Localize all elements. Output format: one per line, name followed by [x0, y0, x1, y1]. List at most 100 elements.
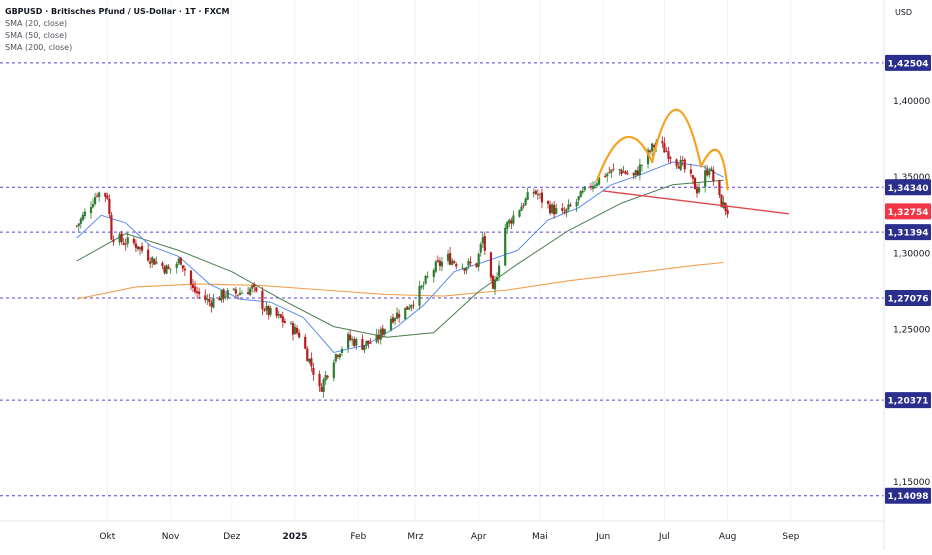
candle[interactable] — [449, 246, 452, 266]
candle[interactable] — [412, 300, 415, 310]
level-price-tag[interactable]: 1,42504 — [885, 54, 931, 71]
level-price-tag[interactable]: 1,14098 — [885, 487, 931, 504]
candle[interactable] — [251, 284, 254, 293]
candle[interactable] — [124, 238, 127, 251]
candle[interactable] — [479, 242, 482, 257]
candle[interactable] — [522, 202, 525, 209]
candle[interactable] — [295, 325, 299, 335]
candle[interactable] — [232, 288, 235, 291]
candle[interactable] — [546, 199, 550, 209]
head-arc[interactable] — [651, 108, 703, 168]
candle[interactable] — [604, 173, 607, 179]
sma20-line[interactable] — [76, 161, 724, 354]
candle[interactable] — [255, 286, 258, 293]
candle[interactable] — [453, 259, 456, 264]
candle[interactable] — [561, 203, 564, 214]
candle[interactable] — [167, 264, 170, 270]
candle[interactable] — [510, 217, 513, 230]
candle[interactable] — [532, 188, 535, 198]
candle[interactable] — [340, 346, 344, 357]
candle[interactable] — [134, 239, 137, 253]
candle[interactable] — [326, 375, 329, 380]
candle[interactable] — [681, 155, 684, 167]
candle[interactable] — [524, 197, 527, 206]
candle[interactable] — [526, 187, 529, 201]
candle[interactable] — [575, 198, 578, 212]
candle[interactable] — [181, 265, 184, 273]
candle[interactable] — [391, 313, 395, 324]
candle[interactable] — [369, 338, 372, 344]
level-price-tag[interactable]: 1,31394 — [885, 224, 931, 241]
candle[interactable] — [136, 246, 140, 252]
candle[interactable] — [440, 256, 444, 272]
candle[interactable] — [451, 258, 454, 266]
candle[interactable] — [293, 323, 297, 335]
candle[interactable] — [122, 238, 125, 246]
candle[interactable] — [620, 168, 623, 177]
candle[interactable] — [710, 166, 713, 172]
candle[interactable] — [618, 168, 621, 176]
candle[interactable] — [220, 289, 223, 303]
candle[interactable] — [169, 268, 172, 274]
candle[interactable] — [538, 193, 541, 200]
candle[interactable] — [312, 362, 315, 381]
candle[interactable] — [383, 328, 386, 337]
sma20-legend[interactable]: SMA (20, close) — [5, 19, 68, 28]
candle[interactable] — [646, 147, 650, 169]
candle[interactable] — [332, 359, 335, 382]
candle[interactable] — [355, 337, 358, 350]
candle[interactable] — [418, 280, 421, 310]
candle[interactable] — [304, 333, 307, 350]
candle[interactable] — [363, 345, 366, 354]
candle[interactable] — [206, 294, 209, 305]
candle[interactable] — [163, 265, 166, 275]
candle[interactable] — [283, 318, 286, 324]
candle[interactable] — [648, 149, 652, 155]
candle[interactable] — [463, 267, 466, 275]
candle[interactable] — [683, 158, 686, 173]
candle[interactable] — [336, 354, 339, 359]
candle[interactable] — [497, 260, 501, 281]
candle[interactable] — [446, 249, 450, 265]
candle[interactable] — [177, 256, 180, 266]
candle[interactable] — [504, 223, 507, 267]
candle[interactable] — [151, 255, 154, 268]
candle[interactable] — [581, 187, 584, 195]
candle[interactable] — [481, 231, 484, 248]
candle[interactable] — [624, 169, 627, 175]
candle[interactable] — [249, 286, 252, 297]
candle[interactable] — [120, 230, 123, 245]
last-price-tag[interactable]: 1,32754 — [885, 203, 931, 220]
candle[interactable] — [204, 289, 207, 304]
candle[interactable] — [436, 255, 439, 263]
candle[interactable] — [549, 200, 552, 216]
candle[interactable] — [461, 263, 464, 269]
candle[interactable] — [661, 136, 664, 148]
candle[interactable] — [408, 304, 411, 311]
candle[interactable] — [404, 307, 407, 321]
candle[interactable] — [253, 281, 256, 293]
candle[interactable] — [553, 201, 556, 219]
candle[interactable] — [708, 167, 711, 179]
candle[interactable] — [636, 166, 639, 176]
candle[interactable] — [520, 202, 523, 211]
candle[interactable] — [491, 274, 495, 290]
candle[interactable] — [579, 190, 582, 198]
candle[interactable] — [291, 321, 295, 341]
candle[interactable] — [318, 370, 321, 392]
sma50-legend[interactable]: SMA (50, close) — [5, 31, 68, 40]
candle[interactable] — [583, 185, 586, 193]
candle[interactable] — [265, 301, 268, 315]
candle[interactable] — [606, 172, 609, 183]
candle[interactable] — [632, 172, 635, 180]
candle[interactable] — [493, 275, 497, 296]
candle[interactable] — [697, 182, 701, 194]
candle[interactable] — [467, 258, 470, 269]
candle[interactable] — [489, 251, 493, 282]
candle[interactable] — [306, 346, 309, 362]
candle[interactable] — [577, 196, 580, 206]
candle[interactable] — [240, 290, 244, 294]
candle[interactable] — [589, 182, 593, 191]
candle[interactable] — [298, 329, 301, 339]
candle[interactable] — [669, 156, 672, 165]
